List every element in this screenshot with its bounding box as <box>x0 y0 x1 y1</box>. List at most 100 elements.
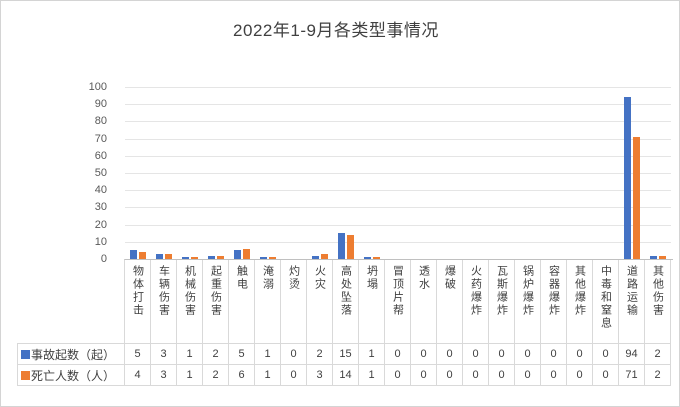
y-axis-tick-label: 40 <box>94 184 107 197</box>
table-value-cell: 0 <box>515 365 541 386</box>
bar-group <box>645 87 671 259</box>
bar-group <box>177 87 203 259</box>
category-label: 透水 <box>417 265 430 291</box>
y-axis-tick-label: 90 <box>94 98 107 111</box>
table-value-cell: 0 <box>281 344 307 365</box>
table-value-cell: 0 <box>593 344 619 365</box>
bar-series-1 <box>364 257 371 259</box>
bar-series-1 <box>182 257 189 259</box>
category-label: 物体打击 <box>131 265 144 317</box>
table-value-cell: 0 <box>437 344 463 365</box>
bar-group <box>255 87 281 259</box>
y-axis-tick-label: 20 <box>94 218 107 231</box>
bar-series-1 <box>156 253 163 259</box>
category-cell: 起重伤害 <box>203 260 229 344</box>
category-label: 坍塌 <box>365 265 378 291</box>
table-value-cell: 0 <box>463 365 489 386</box>
legend-marker <box>21 349 30 359</box>
table-value-cell: 5 <box>229 344 255 365</box>
category-label: 灼烫 <box>287 265 300 291</box>
category-cell: 触电 <box>229 260 255 344</box>
category-cell: 中毒和窒息 <box>593 260 619 344</box>
category-label: 冒顶片帮 <box>391 265 404 317</box>
table-value-cell: 3 <box>307 365 333 386</box>
bar-group <box>151 87 177 259</box>
table-value-cell: 0 <box>593 365 619 386</box>
bar-group <box>229 87 255 259</box>
table-value-cell: 94 <box>619 344 645 365</box>
table-value-cell: 1 <box>359 365 385 386</box>
bar-series-1 <box>338 233 345 259</box>
y-axis-tick-label: 10 <box>94 235 107 248</box>
bar-group <box>385 87 411 259</box>
category-label: 高处坠落 <box>339 265 352 317</box>
bar-series-1 <box>312 255 319 259</box>
table-row: 事故起数（起） 5 3 1 2 5 1 0 2 15 1 0 0 0 0 0 0 0 0 0 94 2 <box>18 344 671 365</box>
table-value-cell: 1 <box>177 365 203 386</box>
category-label: 其他伤害 <box>651 265 664 317</box>
table-value-cell: 4 <box>125 365 151 386</box>
bar-group <box>281 87 307 259</box>
bar-series-2 <box>373 257 380 259</box>
gridline <box>125 138 671 140</box>
bar-series-2 <box>347 234 354 259</box>
bar-group <box>619 87 645 259</box>
table-value-cell: 6 <box>229 365 255 386</box>
gridline <box>125 241 671 243</box>
y-axis-tick-label: 60 <box>94 149 107 162</box>
table-value-cell: 71 <box>619 365 645 386</box>
table-value-cell: 0 <box>489 344 515 365</box>
bar-series-2 <box>217 255 224 259</box>
category-label: 锅炉爆炸 <box>521 265 534 317</box>
category-cell: 瓦斯爆炸 <box>489 260 515 344</box>
category-label: 火药爆炸 <box>469 265 482 317</box>
bar-series-2 <box>633 136 640 259</box>
table-value-cell: 0 <box>411 365 437 386</box>
bar-group <box>307 87 333 259</box>
bar-group <box>125 87 151 259</box>
bar-series-2 <box>191 257 198 259</box>
category-cell: 机械伤害 <box>177 260 203 344</box>
category-label: 火灾 <box>313 265 326 291</box>
bar-group <box>437 87 463 259</box>
y-axis-tick-label: 0 <box>100 253 107 265</box>
table-value-cell: 3 <box>151 365 177 386</box>
gridline <box>125 224 671 226</box>
bar-series-1 <box>624 97 631 259</box>
gridline <box>125 87 671 88</box>
table-value-cell: 1 <box>255 365 281 386</box>
data-table: 事故起数（起） 5 3 1 2 5 1 0 2 15 1 0 0 0 0 0 0 0 0 0 94 2 死亡人数（人） 4 3 1… <box>17 343 671 386</box>
table-value-cell: 0 <box>385 365 411 386</box>
series-name: 事故起数（起） <box>31 347 116 362</box>
bar-group <box>203 87 229 259</box>
category-cell: 灼烫 <box>281 260 307 344</box>
category-label: 触电 <box>235 265 248 291</box>
bars-container <box>125 87 671 259</box>
bar-group <box>515 87 541 259</box>
y-axis-tick-label: 30 <box>94 201 107 214</box>
category-cell: 道路运输 <box>619 260 645 344</box>
bar-series-2 <box>243 248 250 259</box>
bar-group <box>411 87 437 259</box>
category-cell: 火灾 <box>307 260 333 344</box>
category-cell: 冒顶片帮 <box>385 260 411 344</box>
bar-group <box>593 87 619 259</box>
category-cell: 车辆伤害 <box>151 260 177 344</box>
table-value-cell: 0 <box>281 365 307 386</box>
table-value-cell: 3 <box>151 344 177 365</box>
table-value-cell: 5 <box>125 344 151 365</box>
y-axis-tick-label: 50 <box>94 167 107 179</box>
table-value-cell: 0 <box>567 365 593 386</box>
y-axis-tick-label: 100 <box>88 81 107 93</box>
table-row: 死亡人数（人） 4 3 1 2 6 1 0 3 14 1 0 0 0 0 0 0 0 0 0 71 2 <box>18 365 671 386</box>
category-cell: 物体打击 <box>125 260 151 344</box>
category-cell: 其他伤害 <box>645 260 671 344</box>
gridline <box>125 207 671 209</box>
table-value-cell: 15 <box>333 344 359 365</box>
table-value-cell: 0 <box>567 344 593 365</box>
category-label: 淹溺 <box>261 265 274 291</box>
y-axis-labels: 0 10 20 30 40 50 60 70 80 90 100 <box>1 81 107 265</box>
category-cell: 爆破 <box>437 260 463 344</box>
gridline <box>125 155 671 157</box>
